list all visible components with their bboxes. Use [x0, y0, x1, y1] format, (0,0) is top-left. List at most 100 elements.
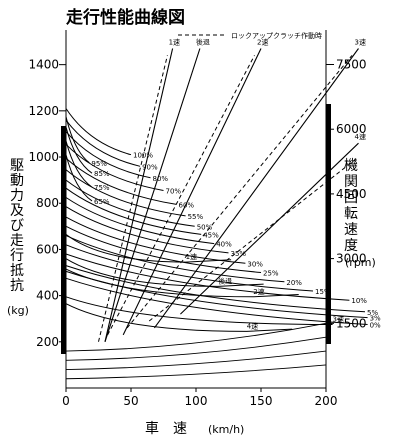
throttle-curve: [65, 265, 366, 313]
throttle-curve: [65, 157, 177, 205]
resistance-curve: [65, 303, 293, 332]
resistance-curve: [65, 296, 333, 325]
lockup-line: [98, 55, 168, 342]
gear-line: [122, 48, 262, 336]
throttle-curves: [65, 108, 368, 325]
y-unit-right: (rpm): [345, 256, 376, 269]
gear-line: [104, 48, 201, 342]
throttle-curve: [65, 277, 368, 325]
throttle-curve: [65, 131, 151, 179]
throttle-label: 15%: [315, 288, 331, 296]
y-label-left-char: 駆: [10, 158, 24, 174]
y-tick-label-left: 1200: [28, 104, 59, 118]
resistance-label: 4速: [247, 322, 258, 330]
y-tick-label-left: 800: [36, 196, 59, 210]
throttle-label: 35%: [231, 250, 247, 258]
road-load-curve: [65, 336, 327, 361]
x-tick-label: 150: [250, 394, 273, 408]
throttle-label: 25%: [263, 270, 279, 278]
throttle-curve: [65, 244, 314, 292]
throttle-curve: [65, 169, 186, 217]
throttle-curve: [65, 216, 246, 264]
throttle-label: 10%: [351, 297, 367, 305]
legend-label: ロックアップクラッチ作動時: [231, 31, 322, 40]
x-tick-label: 200: [315, 394, 338, 408]
throttle-curve: [65, 108, 132, 156]
y-ticks-left: 200 400 600 800 1000 1200 1400: [28, 58, 66, 349]
y-unit-left: (kg): [7, 304, 29, 317]
throttle-label: 75%: [94, 184, 110, 192]
throttle-label: 40%: [216, 241, 232, 249]
y-tick-label-right: 7500: [336, 58, 367, 72]
right-axis-bar: [326, 104, 331, 344]
throttle-label: 45%: [203, 231, 219, 239]
throttle-label: 20%: [286, 279, 302, 287]
throttle-curve: [65, 253, 350, 301]
x-tick-label: 0: [62, 394, 70, 408]
gear-line-label: 1速: [169, 38, 180, 46]
y-tick-label-left: 1400: [28, 58, 59, 72]
throttle-curve: [65, 206, 229, 254]
road-load-curve: [65, 322, 327, 352]
throttle-label: 95%: [91, 160, 107, 168]
y-tick-label-left: 400: [36, 289, 59, 303]
throttle-label: 85%: [94, 170, 110, 178]
throttle-label: 65%: [94, 198, 110, 206]
y-tick-label-left: 600: [36, 242, 59, 256]
x-tick-label: 100: [185, 394, 208, 408]
throttle-curve: [65, 225, 262, 273]
gear-line-label: 3速: [355, 38, 366, 46]
y-label-right-char: 関: [344, 174, 358, 190]
y-label-right-char: 度: [344, 238, 358, 254]
throttle-labels: 100% 95% 90% 85% 80% 75% 70% 65% 60% 55% 50%45% 40%…: [91, 152, 381, 330]
chart-title: 走行性能曲線図: [66, 7, 185, 28]
gear-line-label: 4速: [355, 133, 366, 141]
throttle-label: 30%: [247, 260, 263, 268]
resistance-label: 3速: [333, 315, 344, 323]
throttle-label: 50%: [197, 223, 213, 231]
resistance-label: 1速: [186, 253, 197, 261]
y-label-right-char: 転: [344, 206, 358, 222]
throttle-label: 55%: [188, 213, 204, 221]
throttle-label: 5%: [367, 309, 378, 317]
gear-line: [153, 48, 359, 329]
y-tick-label-right: 4500: [336, 187, 367, 201]
left-axis-bar: [61, 126, 66, 354]
y-label-right-char: 速: [344, 222, 358, 238]
road-load-curve: [65, 350, 327, 370]
resistance-label: 2速: [253, 288, 264, 296]
lockup-line: [148, 156, 359, 322]
y-label-left-char: 抗: [10, 278, 24, 294]
y-tick-label-right: 3000: [336, 252, 367, 266]
throttle-curve: [65, 235, 285, 283]
throttle-curve: [65, 187, 202, 235]
throttle-label: 0%: [370, 321, 381, 329]
lockup-line: [107, 55, 255, 336]
lockup-lines: [98, 55, 359, 342]
y-label-right-char: 機: [344, 158, 358, 174]
y-label-left-char: び: [10, 218, 24, 234]
y-label-left-char: 力: [10, 188, 24, 204]
y-tick-label-left: 1000: [28, 150, 59, 164]
throttle-label: 70%: [166, 188, 182, 196]
y-label-left-char: 行: [10, 248, 24, 264]
gear-line: [104, 48, 174, 342]
throttle-curve: [65, 143, 164, 191]
y-label-left-char: 抵: [10, 263, 24, 279]
throttle-label: 100%: [133, 152, 153, 160]
y-label-right-char: 回: [344, 190, 358, 206]
throttle-curve: [65, 126, 93, 174]
x-tick-label: 50: [123, 394, 138, 408]
y-tick-label-right: 6000: [336, 122, 367, 136]
throttle-curve: [65, 119, 141, 167]
resistance-label: 後退: [218, 276, 232, 285]
gear-line-label: 2速: [257, 38, 268, 46]
y-label-left-char: 走: [10, 233, 24, 249]
throttle-label: 80%: [153, 175, 169, 183]
gear-lines: 1速後退 2速 3速 4速: [104, 37, 366, 342]
